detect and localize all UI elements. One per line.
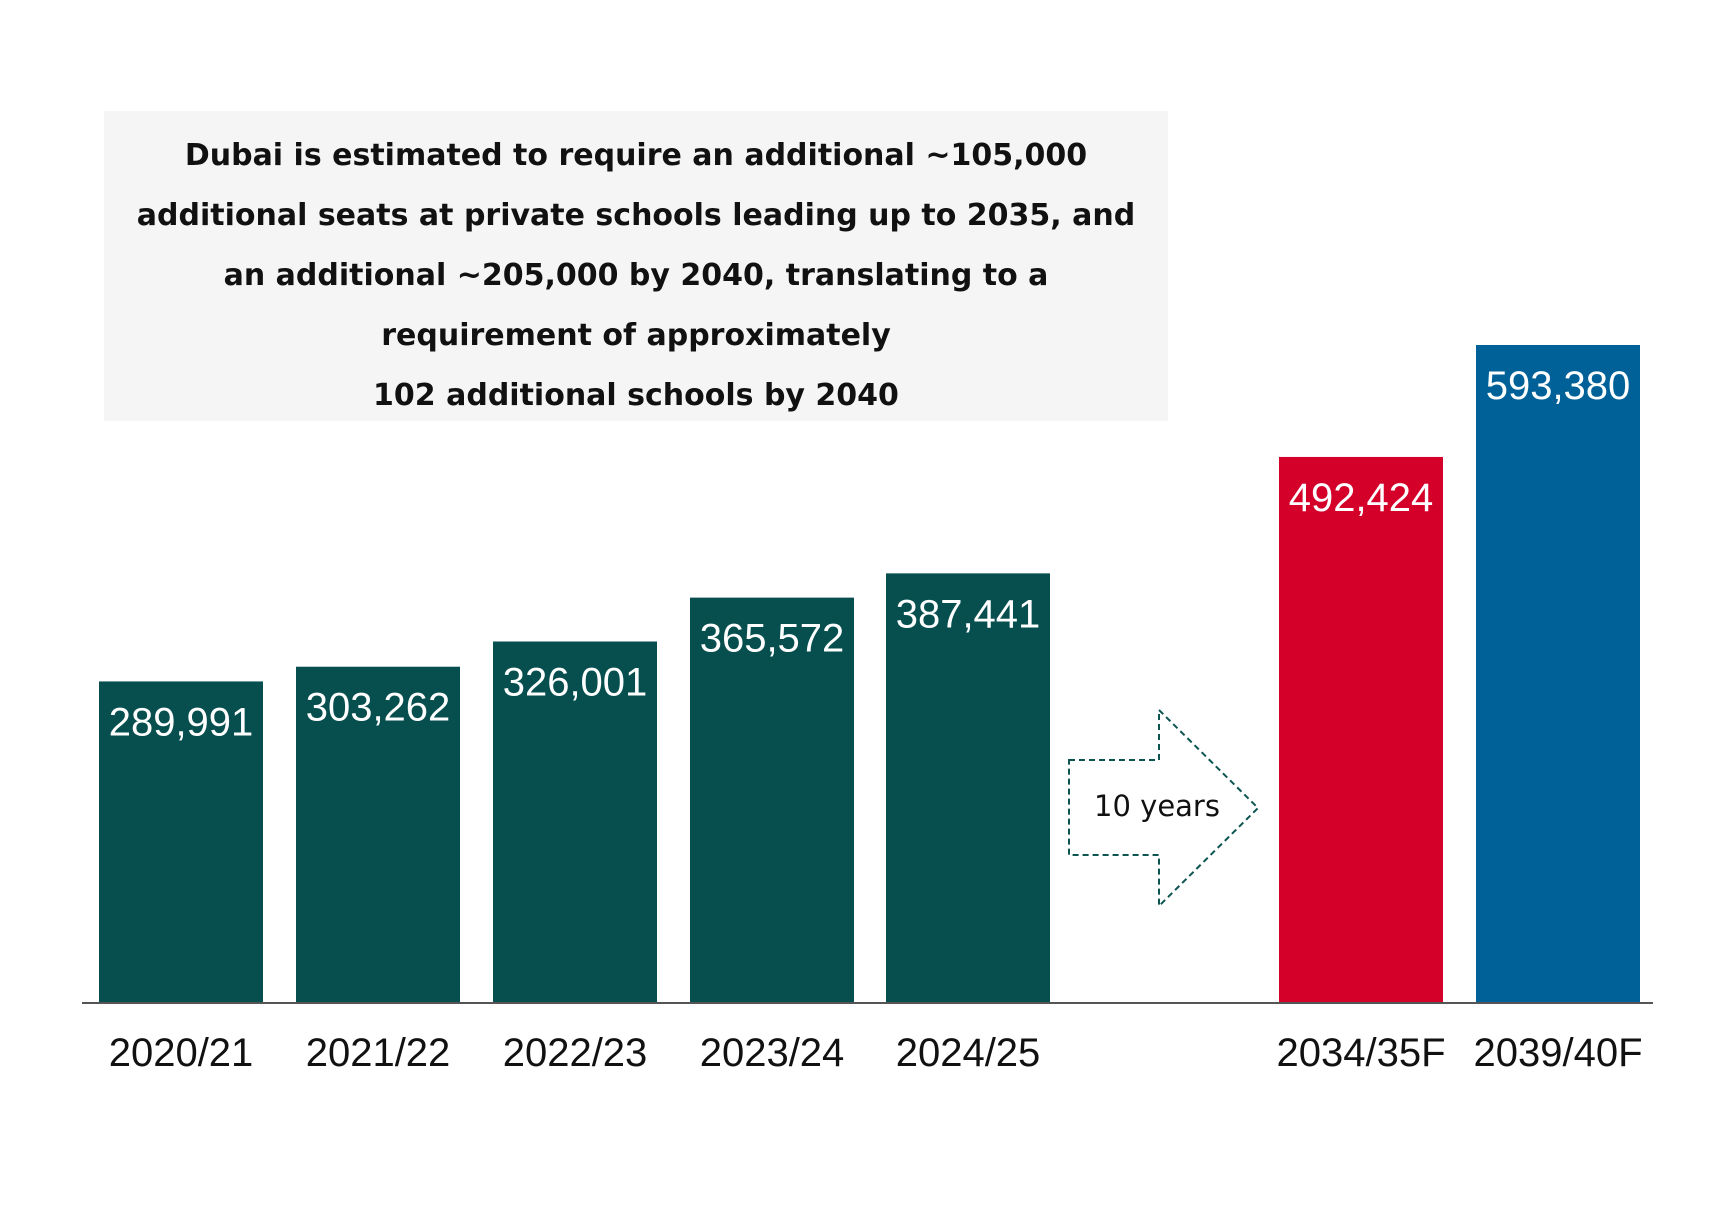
bar-value-label: 326,001 <box>503 660 648 704</box>
category-label: 2023/24 <box>700 1031 845 1075</box>
callout-line-2: additional seats at private schools lead… <box>136 198 1136 233</box>
callout-box: Dubai is estimated to require an additio… <box>104 111 1168 421</box>
bar-2023-24 <box>690 597 854 1003</box>
bar-2034-35F <box>1279 456 1443 1003</box>
bar-2020-21 <box>99 681 263 1003</box>
arrow-shape <box>1068 707 1260 909</box>
ten-years-arrow: 10 years <box>1068 707 1260 909</box>
bar-value-label: 387,441 <box>896 592 1041 636</box>
callout-line-5: 102 additional schools by 2040 <box>373 378 899 413</box>
bar-value-label: 303,262 <box>306 686 451 730</box>
bar-value-label: 365,572 <box>700 617 845 661</box>
bar-value-label: 289,991 <box>109 700 254 744</box>
category-label: 2020/21 <box>109 1031 254 1075</box>
arrow-label: 10 years <box>1094 789 1220 823</box>
category-label: 2034/35F <box>1276 1031 1445 1075</box>
bar-2039-40F <box>1476 345 1640 1003</box>
bar-2022-23 <box>493 641 657 1003</box>
category-label: 2039/40F <box>1473 1031 1642 1075</box>
category-label: 2022/23 <box>503 1031 648 1075</box>
bar-value-label: 492,424 <box>1289 476 1434 520</box>
callout-line-3: an additional ~205,000 by 2040, translat… <box>223 258 1049 293</box>
bar-value-label: 593,380 <box>1486 364 1631 408</box>
category-label: 2024/25 <box>896 1031 1041 1075</box>
callout-line-1: Dubai is estimated to require an additio… <box>184 138 1088 173</box>
bar-2021-22 <box>296 666 460 1003</box>
category-label: 2021/22 <box>306 1031 451 1075</box>
bar-2024-25 <box>886 573 1050 1003</box>
callout-line-4: requirement of approximately <box>381 318 891 353</box>
bars-layer: 289,991 2020/21 303,262 2021/22 326,001 2022/… <box>99 345 1643 1075</box>
